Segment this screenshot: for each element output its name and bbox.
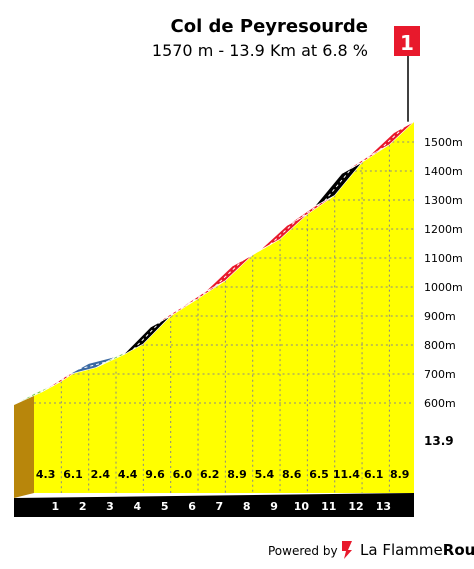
road-centre-line bbox=[215, 259, 244, 287]
elevation-tick-label: 700m bbox=[424, 368, 456, 381]
km-gradient-label: 6.5 bbox=[309, 468, 329, 481]
brand-name-suffix: Rouge bbox=[442, 541, 474, 559]
chart-subtitle: 1570 m - 13.9 Km at 6.8 % bbox=[151, 41, 368, 60]
km-gradient-label: 2.4 bbox=[91, 468, 111, 481]
elevation-tick-label: 1000m bbox=[424, 281, 463, 294]
km-gradient-label: 6.2 bbox=[200, 468, 220, 481]
km-tick-label: 10 bbox=[294, 500, 310, 513]
road-centre-line bbox=[324, 167, 353, 202]
km-axis-strip bbox=[14, 493, 414, 517]
elevation-tick-label: 1100m bbox=[424, 252, 463, 265]
km-gradient-label: 8.9 bbox=[227, 468, 247, 481]
profile-fill bbox=[34, 121, 414, 493]
category-badge bbox=[394, 26, 420, 56]
elevation-tick-label: 900m bbox=[424, 310, 456, 323]
category-badge-label: 1 bbox=[400, 31, 414, 55]
category-flag: 1 bbox=[394, 26, 420, 122]
km-tick-label: 2 bbox=[79, 500, 87, 513]
profile-base-block bbox=[14, 393, 34, 498]
km-gradient-label: 8.6 bbox=[282, 468, 302, 481]
elevation-tick-label: 1500m bbox=[424, 136, 463, 149]
gradient-segment bbox=[369, 121, 415, 156]
elevation-tick-label: 1400m bbox=[424, 165, 463, 178]
powered-by-label: Powered by bbox=[268, 544, 338, 558]
km-gradient-label: 6.0 bbox=[173, 468, 193, 481]
elevation-axis: 600m 700m 800m 900m 1000m 1100m 1200m 1300m 1400… bbox=[424, 136, 463, 410]
km-tick-label: 11 bbox=[321, 500, 336, 513]
elevation-tick-label: 1200m bbox=[424, 223, 463, 236]
km-tick-label: 12 bbox=[348, 500, 363, 513]
km-gradient-label: 6.1 bbox=[364, 468, 384, 481]
km-tick-label: 7 bbox=[216, 500, 224, 513]
elevation-tick-label: 600m bbox=[424, 397, 456, 410]
km-tick-label: 5 bbox=[161, 500, 169, 513]
chart-title: Col de Peyresourde bbox=[170, 16, 368, 37]
km-tick-label: 8 bbox=[243, 500, 251, 513]
km-tick-label: 13 bbox=[376, 500, 391, 513]
road-centre-line bbox=[78, 361, 107, 370]
km-tick-label: 1 bbox=[52, 500, 60, 513]
brand-name: La FlammeRouge bbox=[360, 541, 474, 559]
total-distance-label: 13.9 bbox=[424, 434, 454, 448]
flame-logo-icon bbox=[342, 541, 352, 559]
gradient-color-band bbox=[13, 121, 415, 405]
km-tick-label: 3 bbox=[106, 500, 114, 513]
km-gradient-label: 5.4 bbox=[255, 468, 275, 481]
km-gradient-label: 8.9 bbox=[390, 468, 410, 481]
km-gradient-label: 4.3 bbox=[36, 468, 56, 481]
km-gradient-label: 6.1 bbox=[63, 468, 83, 481]
road-centre-line bbox=[132, 321, 162, 350]
brand-name-prefix: La Flamme bbox=[360, 541, 443, 559]
km-gradient-label: 9.6 bbox=[145, 468, 165, 481]
elevation-tick-label: 1300m bbox=[424, 194, 463, 207]
km-tick-label: 9 bbox=[270, 500, 278, 513]
km-tick-label: 6 bbox=[188, 500, 196, 513]
km-gradient-label: 4.4 bbox=[118, 468, 138, 481]
road-centre-line bbox=[269, 219, 298, 246]
profile-area-fill bbox=[14, 121, 414, 498]
km-tick-label: 4 bbox=[134, 500, 142, 513]
gradient-gridlines bbox=[34, 141, 414, 493]
km-gradient-labels: 4.3 6.1 2.4 4.4 9.6 6.0 6.2 8.9 5.4 8.6 6.5 11.4 6.1… bbox=[36, 468, 410, 481]
elevation-tick-label: 800m bbox=[424, 339, 456, 352]
km-gradient-label: 11.4 bbox=[333, 468, 360, 481]
